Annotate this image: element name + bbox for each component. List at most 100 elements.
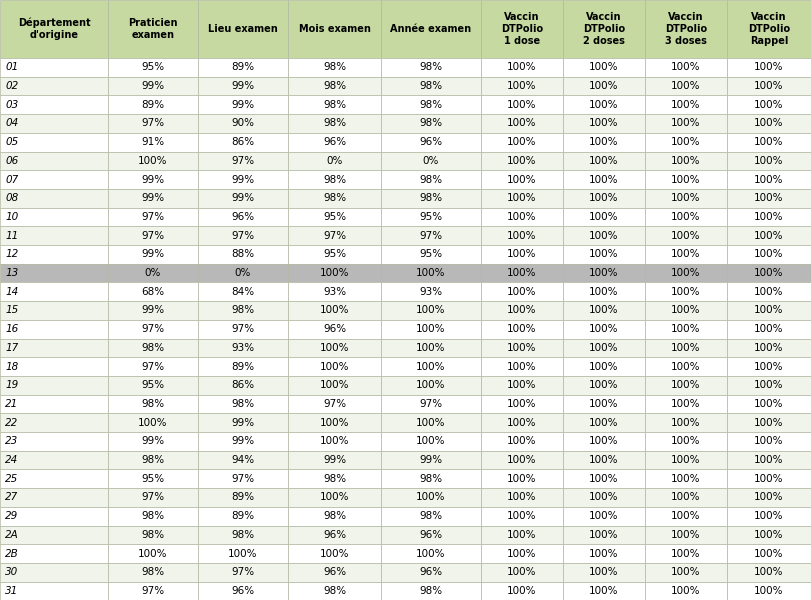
Bar <box>563 581 645 600</box>
Text: 100%: 100% <box>754 418 783 428</box>
Bar <box>108 226 198 245</box>
Bar <box>0 413 108 432</box>
Bar <box>645 451 727 469</box>
Bar <box>481 507 563 526</box>
Bar <box>0 451 108 469</box>
Bar <box>0 77 108 95</box>
Text: 100%: 100% <box>672 548 701 559</box>
Bar <box>645 95 727 114</box>
Text: 100%: 100% <box>754 81 783 91</box>
Text: 100%: 100% <box>590 118 619 128</box>
Bar <box>727 0 811 58</box>
Text: 100%: 100% <box>754 193 783 203</box>
Bar <box>645 58 727 77</box>
Text: 18: 18 <box>5 362 19 371</box>
Bar <box>563 170 645 189</box>
Text: 89%: 89% <box>141 100 165 110</box>
Text: 100%: 100% <box>672 305 701 316</box>
Bar <box>645 395 727 413</box>
Text: 100%: 100% <box>590 137 619 147</box>
Bar <box>727 563 811 581</box>
Bar <box>288 469 381 488</box>
Bar <box>645 0 727 58</box>
Text: 100%: 100% <box>590 530 619 540</box>
Bar <box>108 263 198 283</box>
Bar <box>645 544 727 563</box>
Bar <box>288 263 381 283</box>
Bar <box>288 283 381 301</box>
Bar <box>108 170 198 189</box>
Text: 100%: 100% <box>590 268 619 278</box>
Bar <box>198 95 288 114</box>
Bar <box>563 413 645 432</box>
Bar <box>198 507 288 526</box>
Bar <box>481 0 563 58</box>
Text: 100%: 100% <box>672 530 701 540</box>
Text: 86%: 86% <box>231 137 255 147</box>
Text: 100%: 100% <box>590 250 619 259</box>
Bar <box>481 432 563 451</box>
Bar <box>481 469 563 488</box>
Bar <box>727 451 811 469</box>
Text: 2A: 2A <box>5 530 19 540</box>
Text: 98%: 98% <box>419 62 443 73</box>
Bar <box>727 151 811 170</box>
Text: 100%: 100% <box>507 380 537 390</box>
Bar <box>0 114 108 133</box>
Text: 100%: 100% <box>590 436 619 446</box>
Bar <box>198 376 288 395</box>
Bar <box>0 357 108 376</box>
Text: 100%: 100% <box>138 418 168 428</box>
Bar <box>481 114 563 133</box>
Bar <box>198 283 288 301</box>
Bar <box>108 283 198 301</box>
Bar <box>727 77 811 95</box>
Bar <box>108 526 198 544</box>
Bar <box>288 488 381 507</box>
Bar <box>288 133 381 151</box>
Text: 99%: 99% <box>231 81 255 91</box>
Bar <box>198 488 288 507</box>
Text: 100%: 100% <box>590 212 619 222</box>
Text: 98%: 98% <box>419 586 443 596</box>
Text: 100%: 100% <box>590 81 619 91</box>
Text: 100%: 100% <box>754 530 783 540</box>
Bar <box>381 320 481 338</box>
Bar <box>108 507 198 526</box>
Bar <box>645 151 727 170</box>
Text: 89%: 89% <box>231 511 255 521</box>
Bar <box>727 432 811 451</box>
Bar <box>381 245 481 263</box>
Bar <box>381 95 481 114</box>
Text: 100%: 100% <box>672 324 701 334</box>
Bar <box>108 95 198 114</box>
Text: 96%: 96% <box>323 324 346 334</box>
Text: 98%: 98% <box>141 399 165 409</box>
Text: 100%: 100% <box>507 118 537 128</box>
Bar <box>0 301 108 320</box>
Bar <box>0 507 108 526</box>
Bar <box>481 526 563 544</box>
Text: 98%: 98% <box>323 193 346 203</box>
Bar <box>645 469 727 488</box>
Bar <box>198 432 288 451</box>
Text: 100%: 100% <box>320 268 350 278</box>
Text: 27: 27 <box>5 493 19 502</box>
Bar <box>727 544 811 563</box>
Text: 100%: 100% <box>416 436 446 446</box>
Text: 100%: 100% <box>672 586 701 596</box>
Bar <box>288 208 381 226</box>
Bar <box>108 320 198 338</box>
Bar <box>381 432 481 451</box>
Text: 97%: 97% <box>141 212 165 222</box>
Text: 100%: 100% <box>754 586 783 596</box>
Bar <box>563 357 645 376</box>
Text: 100%: 100% <box>507 193 537 203</box>
Bar <box>108 133 198 151</box>
Text: 100%: 100% <box>507 250 537 259</box>
Bar <box>288 189 381 208</box>
Bar <box>108 208 198 226</box>
Bar <box>288 395 381 413</box>
Text: 25: 25 <box>5 474 19 484</box>
Text: 100%: 100% <box>754 156 783 166</box>
